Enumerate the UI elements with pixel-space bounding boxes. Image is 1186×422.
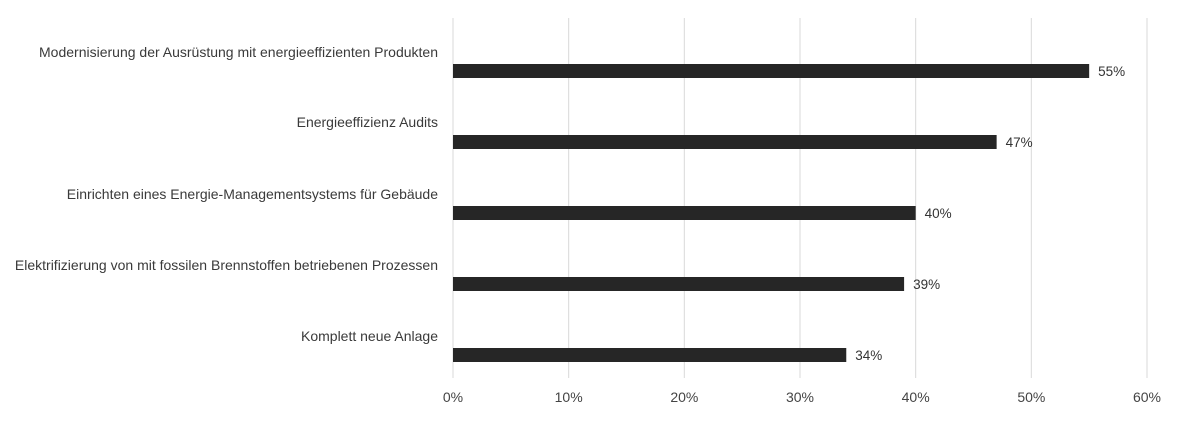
x-axis-ticks: 0% 10% 20% 30% 40% 50% 60% xyxy=(443,389,1161,405)
category-label: Einrichten eines Energie-Managementsyste… xyxy=(67,186,438,202)
bar xyxy=(453,348,847,362)
label-layer: 55% Modernisierung der Ausrüstung mit ene… xyxy=(15,44,1125,363)
bar-value-label: 39% xyxy=(913,277,940,292)
bar-layer xyxy=(453,64,1090,362)
category-label: Modernisierung der Ausrüstung mit energi… xyxy=(39,44,438,60)
category-label: Energieeffizienz Audits xyxy=(297,114,438,130)
x-tick-label: 20% xyxy=(670,389,698,405)
bar xyxy=(453,135,997,149)
x-tick-label: 40% xyxy=(902,389,930,405)
bar-value-label: 47% xyxy=(1006,135,1033,150)
x-tick-label: 30% xyxy=(786,389,814,405)
bar xyxy=(453,64,1090,78)
bar-value-label: 34% xyxy=(855,348,882,363)
bar xyxy=(453,206,916,220)
category-label: Elektrifizierung von mit fossilen Brenns… xyxy=(15,257,438,273)
category-label: Komplett neue Anlage xyxy=(301,328,438,344)
x-tick-label: 60% xyxy=(1133,389,1161,405)
bar-value-label: 55% xyxy=(1098,64,1125,79)
x-tick-label: 0% xyxy=(443,389,463,405)
x-tick-label: 50% xyxy=(1017,389,1045,405)
x-tick-label: 10% xyxy=(555,389,583,405)
bar-value-label: 40% xyxy=(925,206,952,221)
bar xyxy=(453,277,905,291)
